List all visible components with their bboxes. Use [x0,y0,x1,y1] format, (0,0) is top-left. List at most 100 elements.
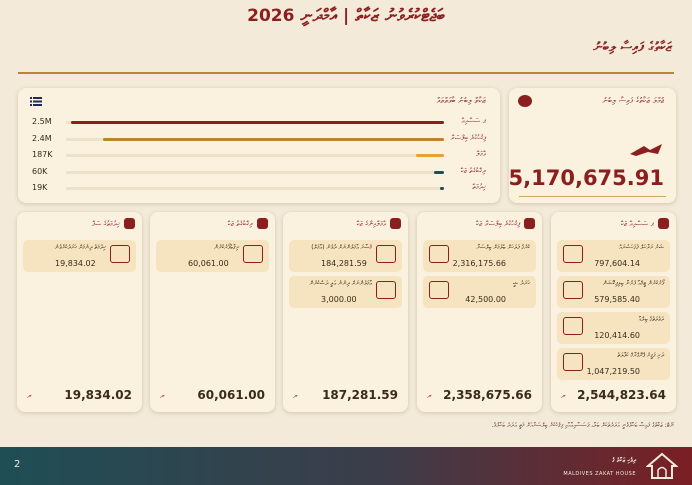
bar-track [66,154,444,157]
item-label: ދަވުލަތުގެ ބިލްޑާ [639,316,664,323]
breakdown-title: ޒަކާތް ލިބުނު ބާވަތްތައް [436,96,486,105]
item-value: 579,585.40 [594,295,640,304]
category-card: ޕ ސަސާއިޢާ ޒަކާ ޝަރު ރަށާހަލް ފުގަހަސުރައ… [551,212,676,412]
bar-track [66,137,444,141]
category-card: ފިޤުހުކުރެ ބިލްސަރާ ޒަކާ ކުރުގެ ފަލަހަށް … [417,212,542,412]
item-value: 19,834.02 [55,259,96,268]
bar-label: ޕ ސަސާއިޢާ [461,117,486,125]
bar-fill [70,121,444,124]
category-title: ޢާމަލާއިންގެ ޒަކާ [356,220,386,228]
shop-icon [563,245,583,263]
org-name-en: MALDIVES ZAKAT HOUSE [563,471,636,477]
item-value: 3,000.00 [321,295,357,304]
hand-coin-icon [429,245,449,263]
currency-mark: ރ [293,391,298,400]
bar-row: 187K ޢާމަލާ [18,149,500,163]
item-value: 60,061.00 [188,259,229,268]
category-item: ދަރި ފަޤީރު ޕްރޮގްރާމް ކަފާލަތު 1,047,219… [557,348,670,380]
family-icon [563,353,583,371]
globe-icon [563,317,583,335]
item-label: ޝަރު ރަށާހަލް ފުގަހަސުރައް [619,244,664,251]
category-icon [257,218,268,229]
category-item: ދަވުލަތުގެ ބިލްޑާ 120,414.60 [557,312,670,344]
page-title: ބަޖެޓްކުރެވުނު ޒަކާތް | އާމްދަނީ 2026 [247,6,445,26]
section-subtitle: ޒަކާތުގެ ފައިސާ ލިބުނު [593,40,672,55]
total-card: ޖުމްލަ ޒަކާތުގެ ފައިސާ ލިބުނު 5,170,675.… [509,88,676,203]
category-item: މުސާރަ ޢާމަލުންނަށް ދެވުނު (ޢާމަލް) 184,2… [289,240,402,272]
category-card: ޢާމަލާއިންގެ ޒަކާ މުސާރަ ޢާމަލުންނަށް ދެވ… [283,212,408,412]
page-number: 2 [14,459,21,470]
list-icon[interactable] [30,97,42,106]
category-total: 19,834.02 [64,388,132,402]
category-icon [124,218,135,229]
money-pile-icon [243,245,263,263]
chart-board-icon [563,281,583,299]
bar-label: ރިޤާބުގެތު ޒަކާ [460,166,486,175]
org-name: ދިވެހި ޒަކާތު ގެ [612,457,636,464]
item-label: ކުރުގެ ފަލަހަށް ބެލުމަށް ބިލްސަރާ [476,244,530,251]
bar-value: 19K [32,183,48,192]
category-item: ޚަރަދު ޝީ 42,500.00 [423,276,536,308]
item-value: 797,604.14 [594,259,640,268]
bar-fill [102,137,444,141]
divider [18,72,674,74]
total-label: ޖުމްލަ ޒަކާތުގެ ފައިސާ ލިބުނު [602,96,664,105]
bar-row: 60K ރިޤާބުގެތު ޒަކާ [18,166,500,180]
bar-row: 19K ޚިދުމަތާ [18,182,500,196]
item-label: ރިޤާބުފޯރުކުރުން [214,244,239,251]
bar-track [66,170,444,174]
bar-value: 2.4M [32,133,52,143]
item-label: ޚިދުމަތު ދިނުމަށް ޚަރަދުކުރެވުނު [54,244,106,251]
bar-label: ފިޤުހުކުރެ ބިލްސަރާ [450,133,486,142]
item-value: 2,316,175.66 [452,259,506,268]
document-icon [110,245,130,263]
category-item: ފޯރުކުރުން ޓީމްއާ ފުރެނާ ބިލިފިކޭޝަން 579… [557,276,670,308]
bar-track [66,121,444,124]
bar-value: 60K [32,166,48,176]
total-underline [519,196,666,197]
bar-label: ޢާމަލާ [475,150,486,158]
currency-mark: ރ [427,391,432,400]
item-value: 184,281.59 [321,259,367,268]
category-title: ރިޤާބުގެތު ޒަކާ [227,220,253,228]
training-icon [376,281,396,299]
category-icon [524,218,535,229]
category-title: ޚިދުމަތުގެ ސަފާ [91,220,120,228]
category-item: ޚިދުމަތު ދިނުމަށް ޚަރަދުކުރެވުނު 19,834.0… [23,240,136,272]
category-total: 2,358,675.66 [443,388,532,402]
category-item: ރިޤާބުފޯރުކުރުން 60,061.00 [156,240,269,272]
currency-mark: ރ [561,391,566,400]
category-item: ޢާމަލުންނަށް ދިނުނު ޢަލީ ދަސްކުރުން 3,000… [289,276,402,308]
category-icon [658,218,669,229]
cash-icon [376,245,396,263]
category-icon [390,218,401,229]
item-value: 120,414.60 [594,331,640,340]
item-label: ޚަރަދު ޝީ [513,280,530,287]
category-item: ޝަރު ރަށާހަލް ފުގަހަސުރައް 797,604.14 [557,240,670,272]
bar-track [66,187,444,190]
category-item: ކުރުގެ ފަލަހަށް ބެލުމަށް ބިލްސަރާ 2,316,1… [423,240,536,272]
category-card: ރިޤާބުގެތު ޒަކާ ރިޤާބުފޯރުކުރުން 60,061.00… [150,212,275,412]
coins-icon [518,95,532,107]
item-value: 42,500.00 [465,295,506,304]
item-label: ފޯރުކުރުން ޓީމްއާ ފުރެނާ ބިލިފިކޭޝަން [602,280,664,287]
category-title: ޕ ސަސާއިޢާ ޒަކާ [620,220,654,228]
bar-label: ޚިދުމަތާ [472,183,486,191]
people-money-icon [429,281,449,299]
category-card: ޚިދުމަތުގެ ސަފާ ޚިދުމަތު ދިނުމަށް ޚަރަދުކ… [17,212,142,412]
item-value: 1,047,219.50 [586,367,640,376]
footnote: ނޯޓް: ޒަކާތުގެ ފައިސާ ބަހާލެވެނީ ޢަދަދުތ… [491,422,674,429]
footer: 2 ދިވެހި ޒަކާތު ގެ MALDIVES ZAKAT HOUSE [0,447,692,485]
bar-fill [440,187,444,190]
category-total: 2,544,823.64 [577,388,666,402]
currency-icon [630,144,662,156]
category-total: 187,281.59 [322,388,398,402]
bar-value: 2.5M [32,117,52,126]
currency-mark: ރ [160,391,165,400]
category-total: 60,061.00 [197,388,265,402]
bar-value: 187K [32,150,53,159]
item-label: ދަރި ފަޤީރު ޕްރޮގްރާމް ކަފާލަތު [617,352,664,359]
total-amount: 5,170,675.91 [508,166,664,190]
bar-row: 2.5M ޕ ސަސާއިޢާ [18,116,500,130]
currency-mark: ރ [27,391,32,400]
